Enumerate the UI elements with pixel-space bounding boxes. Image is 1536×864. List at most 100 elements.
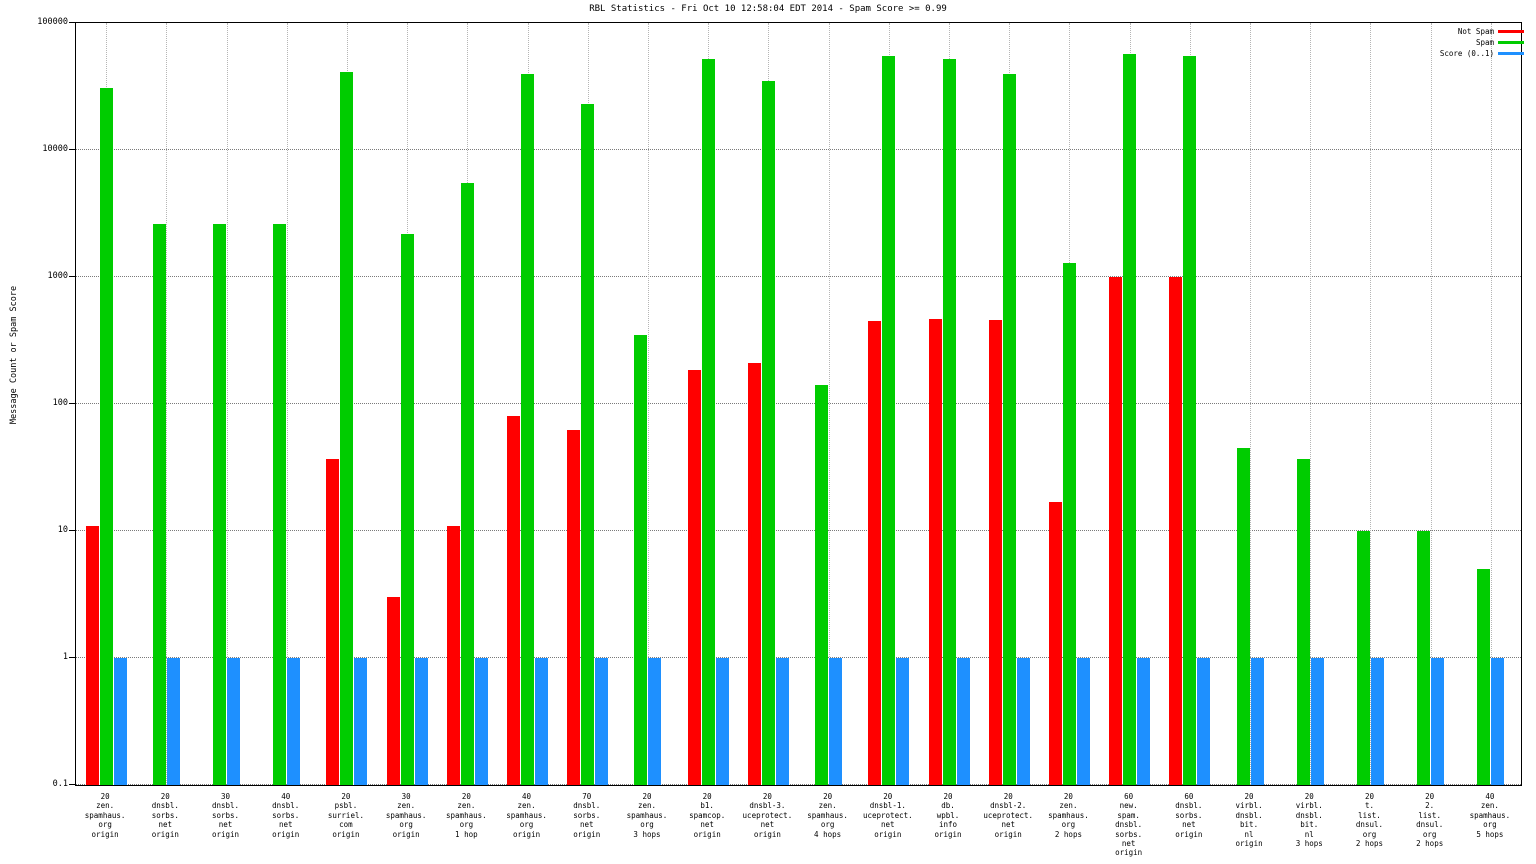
y-tick-mark (69, 784, 75, 785)
bar-score (1431, 658, 1445, 785)
x-tick-label: 30 dnsbl. sorbs. net origin (211, 792, 240, 839)
x-tick-label: 30 zen. spamhaus. org origin (385, 792, 427, 839)
bar-score (1310, 658, 1324, 785)
bar-score (595, 658, 609, 785)
bar-spam (1183, 55, 1197, 785)
y-tick-label: 0.1 (52, 779, 68, 789)
legend-label: Not Spam (1457, 27, 1494, 36)
bar-score (1076, 658, 1090, 785)
bar-score (1491, 658, 1505, 785)
x-tick-label: 20 dnsbl-1. uceprotect. net origin (862, 792, 913, 839)
grid-line-h (76, 530, 1521, 531)
bar-spam (634, 334, 648, 785)
bar-spam (400, 233, 414, 785)
bar-not-spam (1048, 501, 1062, 785)
bar-spam (99, 87, 113, 785)
x-tick-label: 40 dnsbl. sorbs. net origin (272, 792, 300, 839)
bar-not-spam (446, 525, 460, 785)
bar-not-spam (928, 318, 942, 785)
y-tick-mark (69, 276, 75, 277)
bar-spam (1002, 73, 1016, 785)
grid-line-v (166, 23, 168, 785)
x-tick-label: 20 t. list. dnsul. org 2 hops (1355, 792, 1384, 849)
bar-not-spam (326, 458, 340, 785)
bar-spam (701, 59, 715, 785)
grid-line-h (76, 276, 1521, 277)
bar-spam (1296, 458, 1310, 785)
x-tick-label: 20 db. wpbl. info origin (934, 792, 962, 839)
bar-score (715, 658, 729, 785)
y-tick-label: 100 (52, 398, 68, 408)
y-tick-label: 10000 (42, 144, 68, 154)
bar-spam (152, 224, 166, 785)
bar-spam (1417, 531, 1431, 785)
bar-score (414, 658, 428, 785)
legend: Not Spam Spam Score (0..1) (1440, 26, 1524, 59)
x-tick-label: 20 virbl. dnsbl. bit. nl 3 hops (1295, 792, 1323, 849)
y-tick-mark (69, 149, 75, 150)
bar-spam (882, 55, 896, 785)
bar-not-spam (687, 370, 701, 785)
y-tick-label: 1000 (47, 271, 68, 281)
legend-swatch-spam (1498, 41, 1524, 44)
bar-not-spam (988, 320, 1002, 785)
bar-not-spam (85, 525, 99, 785)
grid-line-v (647, 23, 649, 785)
bar-spam (213, 224, 227, 785)
x-tick-label: 60 dnsbl. sorbs. net origin (1175, 792, 1203, 839)
bar-spam (1123, 54, 1137, 785)
y-tick-label: 10 (57, 525, 68, 535)
x-tick-label: 20 zen. spamhaus. org 1 hop (446, 792, 487, 839)
bar-score (648, 658, 662, 785)
bar-score (1370, 658, 1384, 785)
x-tick-label: 20 zen. spamhaus. org 4 hops (807, 792, 848, 839)
bar-not-spam (868, 321, 882, 785)
bar-not-spam (507, 416, 521, 785)
bar-score (956, 658, 970, 785)
bar-score (1250, 658, 1264, 785)
grid-line-v (1250, 23, 1252, 785)
bar-spam (1236, 448, 1250, 785)
bar-score (287, 658, 301, 785)
bar-score (474, 658, 488, 785)
y-tick-label: 1 (62, 652, 68, 662)
grid-line-h (76, 784, 1521, 785)
grid-line-v (828, 23, 830, 785)
bar-spam (1062, 262, 1076, 785)
bar-score (1016, 658, 1030, 785)
chart-title: RBL Statistics - Fri Oct 10 12:58:04 EDT… (589, 4, 947, 14)
y-tick-mark (69, 530, 75, 531)
x-tick-label: 20 virbl. dnsbl. bit. nl origin (1235, 792, 1263, 849)
bar-spam (1356, 531, 1370, 785)
bar-score (113, 658, 127, 785)
y-tick-mark (69, 403, 75, 404)
bar-spam (1477, 569, 1491, 785)
legend-item: Score (0..1) (1440, 48, 1524, 59)
x-tick-label: 70 dnsbl. sorbs. net origin (573, 792, 601, 839)
bar-score (829, 658, 843, 785)
y-tick-mark (69, 22, 75, 23)
grid-line-v (286, 23, 288, 785)
bar-not-spam (1109, 277, 1123, 785)
x-tick-label: 20 b1. spamcop. net origin (689, 792, 726, 839)
x-tick-label: 20 zen. spamhaus. org origin (84, 792, 126, 839)
bar-not-spam (747, 363, 761, 785)
bar-not-spam (1169, 277, 1183, 785)
bar-spam (581, 104, 595, 785)
bar-spam (521, 73, 535, 785)
x-tick-label: 20 dnsbl. sorbs. net origin (151, 792, 179, 839)
legend-swatch-not-spam (1498, 30, 1524, 33)
plot-area (75, 22, 1522, 786)
grid-line-v (1370, 23, 1372, 785)
x-tick-label: 20 zen. spamhaus. org 2 hops (1048, 792, 1089, 839)
x-tick-label: 40 zen. spamhaus. org origin (506, 792, 547, 839)
x-tick-label: 20 zen. spamhaus. org 3 hops (626, 792, 668, 839)
bar-spam (460, 182, 474, 785)
bar-score (166, 658, 180, 785)
bar-score (535, 658, 549, 785)
bar-score (227, 658, 241, 785)
bar-score (1197, 658, 1211, 785)
x-tick-label: 20 psbl. surriel. com origin (327, 792, 364, 839)
bar-score (896, 658, 910, 785)
